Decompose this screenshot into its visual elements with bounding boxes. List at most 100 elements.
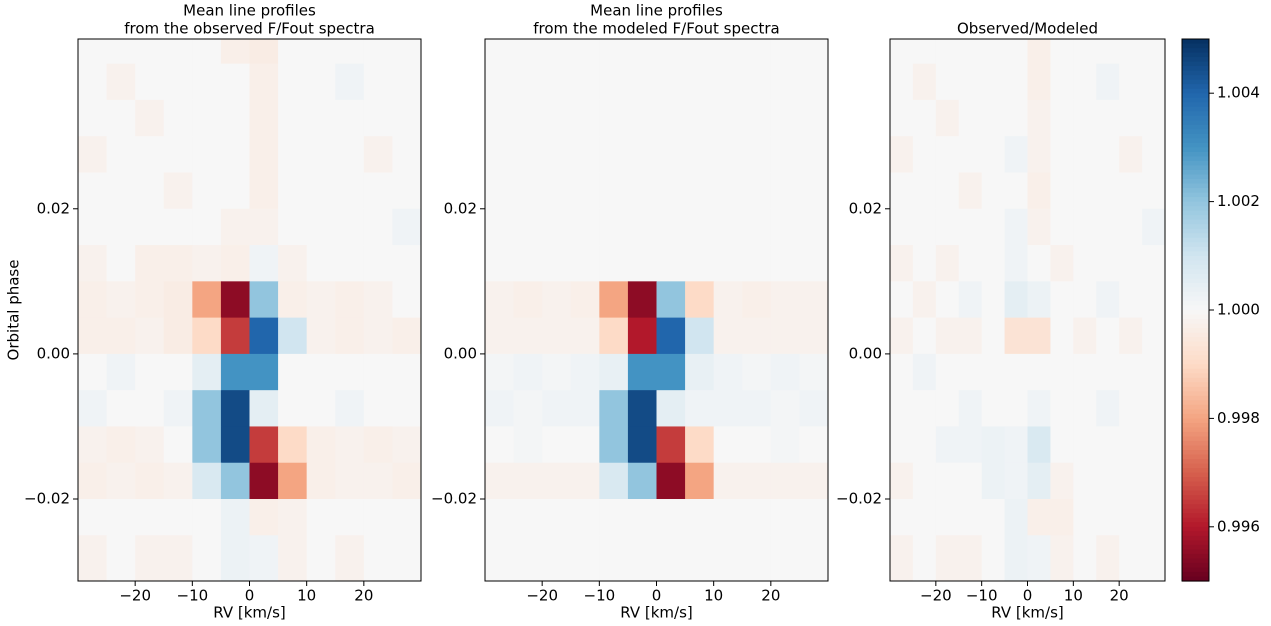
heatmap-cell: [770, 63, 800, 101]
heatmap-cell: [220, 172, 250, 210]
heatmap-cell: [770, 499, 800, 536]
heatmap-cell: [570, 63, 600, 101]
colorbar-step: [1182, 102, 1209, 108]
colorbar-step: [1182, 549, 1209, 555]
heatmap-cell: [542, 39, 572, 65]
heatmap-cell: [1027, 390, 1051, 427]
heatmap-cell: [363, 390, 393, 427]
heatmap-cell: [335, 208, 365, 246]
heatmap-cell: [1073, 208, 1097, 246]
heatmap-cell: [1027, 535, 1051, 582]
heatmap-cell: [542, 499, 572, 536]
heatmap-cell: [1142, 317, 1166, 355]
heatmap-cell: [335, 390, 365, 427]
heatmap-cell: [106, 462, 136, 500]
colorbar-step: [1182, 513, 1209, 519]
colorbar-step: [1182, 504, 1209, 510]
heatmap-cell: [363, 245, 393, 282]
heatmap-cell: [599, 317, 629, 355]
heatmap-cell: [713, 39, 743, 65]
heatmap-cell: [220, 535, 250, 582]
x-tick-label: −20: [920, 587, 952, 605]
heatmap-cell: [890, 63, 914, 101]
heatmap-cell: [220, 462, 250, 500]
colorbar-step: [1182, 531, 1209, 537]
heatmap-cell: [627, 426, 657, 464]
heatmap-cell: [1004, 245, 1028, 282]
heatmap-cell: [770, 317, 800, 355]
heatmap-cell: [106, 99, 136, 137]
colorbar-step: [1182, 540, 1209, 546]
heatmap-cell: [249, 535, 279, 582]
heatmap-cell: [542, 426, 572, 464]
heatmap-cell: [799, 208, 829, 246]
heatmap-cell: [192, 245, 222, 282]
heatmap-cell: [392, 39, 422, 65]
colorbar-step: [1182, 273, 1209, 279]
heatmap-cell: [220, 499, 250, 536]
heatmap-cell: [1119, 426, 1143, 464]
heatmap-cell: [392, 99, 422, 137]
colorbar-step: [1182, 477, 1209, 483]
heatmap-cell: [742, 390, 772, 427]
heatmap-cell: [306, 245, 336, 282]
heatmap-cell: [570, 499, 600, 536]
heatmap-cell: [1142, 353, 1166, 391]
colorbar-step: [1182, 346, 1209, 352]
heatmap-cell: [713, 208, 743, 246]
colorbar-step: [1182, 57, 1209, 63]
heatmap-cell: [958, 499, 983, 536]
heatmap-cell: [570, 136, 600, 174]
heatmap-cell: [1004, 499, 1028, 536]
heatmap-cell: [278, 63, 308, 101]
panel-title: Mean line profiles: [183, 2, 316, 20]
heatmap-cell: [192, 172, 222, 210]
x-tick-label: 0: [652, 587, 662, 605]
heatmap-cell: [627, 353, 657, 391]
heatmap-cell: [163, 39, 193, 65]
heatmap-cell: [135, 281, 165, 319]
heatmap-cell: [656, 390, 686, 427]
heatmap-cell: [1050, 499, 1074, 536]
heatmap-cell: [1142, 136, 1166, 174]
heatmap-cell: [1096, 462, 1120, 500]
heatmap-cell: [363, 99, 393, 137]
heatmap-cell: [656, 462, 686, 500]
heatmap-cell: [770, 390, 800, 427]
heatmap-cell: [106, 281, 136, 319]
colorbar-step: [1182, 328, 1209, 334]
heatmap-cell: [935, 136, 960, 174]
heatmap-cell: [627, 499, 657, 536]
heatmap-cell: [513, 281, 543, 319]
heatmap-cell: [981, 317, 1006, 355]
heatmap-cell: [981, 63, 1006, 101]
heatmap-cell: [1050, 99, 1074, 137]
heatmap-cell: [78, 281, 108, 319]
x-tick-label: 20: [761, 587, 780, 605]
heatmap-cell: [78, 99, 108, 137]
heatmap-cell: [1073, 390, 1097, 427]
heatmap-cell: [1050, 353, 1074, 391]
heatmap-cell: [1073, 353, 1097, 391]
heatmap-cell: [306, 353, 336, 391]
heatmap-cell: [627, 245, 657, 282]
heatmap-cell: [163, 535, 193, 582]
heatmap-cell: [163, 136, 193, 174]
heatmap-cell: [106, 208, 136, 246]
heatmap-cell: [958, 208, 983, 246]
heatmap-cell: [890, 426, 914, 464]
heatmap-cell: [1096, 99, 1120, 137]
heatmap-cell: [1004, 99, 1028, 137]
heatmap-cell: [935, 63, 960, 101]
colorbar-step: [1182, 39, 1209, 45]
heatmap-cell: [363, 535, 393, 582]
heatmap-cell: [335, 63, 365, 101]
heatmap-cell: [513, 535, 543, 582]
heatmap-cell: [912, 39, 937, 65]
heatmap-cell: [1050, 172, 1074, 210]
heatmap-cell: [278, 136, 308, 174]
heatmap-cell: [958, 390, 983, 427]
heatmap-cell: [713, 245, 743, 282]
heatmap-cell: [1096, 317, 1120, 355]
colorbar-step: [1182, 395, 1209, 401]
